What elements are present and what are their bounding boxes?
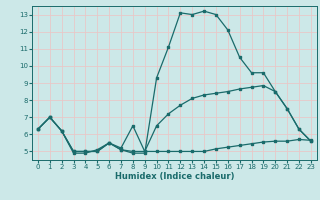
X-axis label: Humidex (Indice chaleur): Humidex (Indice chaleur) [115,172,234,181]
